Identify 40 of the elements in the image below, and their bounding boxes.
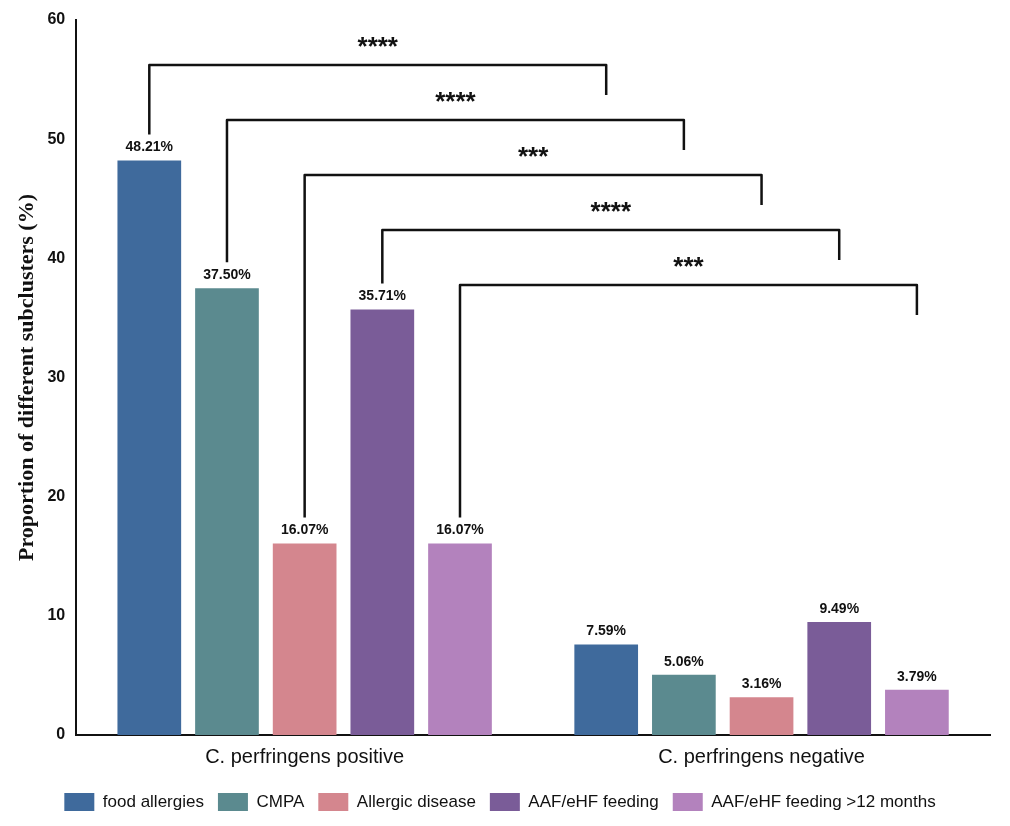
bar [195, 288, 259, 735]
data-label: 9.49% [819, 599, 860, 616]
data-label: 3.79% [897, 667, 938, 684]
bar [428, 543, 492, 735]
annotation: **** [590, 196, 632, 227]
bar [729, 697, 794, 735]
x-tick-label: C. perfringens negative [658, 744, 865, 767]
bar [350, 309, 415, 735]
y-tick-label: 10 [47, 606, 66, 624]
bar [574, 644, 639, 735]
bar [885, 689, 949, 735]
data-label: 37.50% [203, 265, 252, 282]
data-label: 48.21% [125, 138, 174, 155]
y-tick-label: 30 [47, 367, 66, 385]
annotation: **** [357, 31, 399, 62]
data-label: 5.06% [664, 652, 705, 669]
y-tick-label: 50 [47, 129, 66, 147]
annotation: *** [673, 251, 705, 282]
legend-label: CMPA [256, 791, 305, 811]
data-label: 7.59% [586, 622, 627, 639]
bar [807, 621, 872, 735]
data-label: 3.16% [741, 675, 782, 692]
y-tick-label: 0 [56, 725, 66, 743]
y-tick-label: 60 [47, 10, 66, 28]
bar [117, 160, 182, 735]
legend-label: Allergic disease [356, 791, 476, 811]
bar [272, 543, 337, 735]
y-tick-label: 20 [47, 487, 66, 505]
data-label: 35.71% [358, 287, 407, 304]
legend-label: food allergies [102, 791, 204, 811]
data-label: 16.07% [280, 521, 329, 538]
legend-label: AAF/eHF feeding [528, 791, 659, 811]
annotation: **** [435, 86, 477, 117]
legend-label: AAF/eHF feeding >12 months [711, 791, 936, 811]
bar [652, 674, 716, 735]
x-tick-label: C. perfringens positive [205, 744, 405, 767]
annotation: *** [517, 141, 550, 172]
y-tick-label: 40 [47, 248, 66, 266]
y-axis-title: Proportion of different subclusters (%) [12, 193, 38, 562]
data-label: 16.07% [436, 521, 485, 538]
